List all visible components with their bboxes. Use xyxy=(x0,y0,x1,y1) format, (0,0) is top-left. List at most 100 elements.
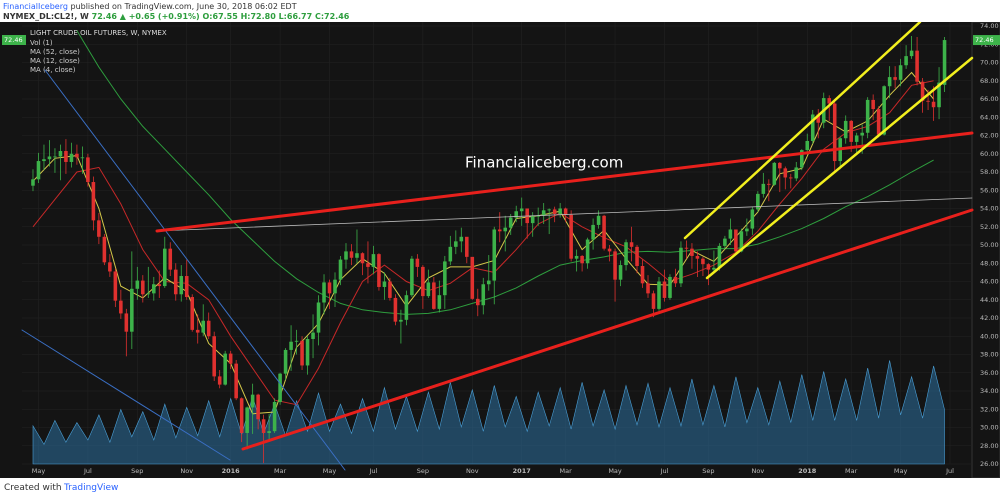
candle-body xyxy=(503,227,508,232)
candle-body xyxy=(382,281,387,287)
candle-body xyxy=(206,320,211,337)
x-tick-label: Jul xyxy=(369,467,378,475)
candle-body xyxy=(86,157,90,183)
candle-body xyxy=(931,101,936,108)
candle-body xyxy=(355,253,359,258)
candle-body xyxy=(827,98,832,104)
publish-line: FinancialIceberg published on TradingVie… xyxy=(3,2,297,11)
y-tick-label: 38.00 xyxy=(980,351,999,359)
candle-body xyxy=(585,239,590,264)
candle-body xyxy=(113,271,118,301)
candle-body xyxy=(580,255,584,264)
header: FinancialIceberg published on TradingVie… xyxy=(0,0,1000,22)
candle-body xyxy=(657,281,661,309)
brand[interactable]: TradingView xyxy=(64,483,119,493)
moving-average-line xyxy=(32,71,934,415)
candle-body xyxy=(920,81,925,101)
candle-body xyxy=(508,217,513,228)
candle-body xyxy=(799,150,804,168)
candle-body xyxy=(695,255,700,259)
candle-body xyxy=(772,162,777,185)
candle-body xyxy=(393,297,398,322)
trend-line xyxy=(241,208,974,451)
candle-body xyxy=(767,183,771,185)
candle-body xyxy=(805,140,810,151)
candle-body xyxy=(618,265,623,280)
last-price: 72.46 xyxy=(91,12,117,21)
candle-body xyxy=(344,251,348,260)
candle-body xyxy=(294,340,299,342)
candle-body xyxy=(778,162,782,169)
candle-body xyxy=(728,229,733,239)
candle-body xyxy=(887,77,892,87)
x-tick-label: Nov xyxy=(466,467,479,475)
candle-body xyxy=(69,153,74,162)
candle-body xyxy=(854,135,859,142)
publisher[interactable]: FinancialIceberg xyxy=(3,2,68,11)
price-tag xyxy=(2,35,26,45)
candle-body xyxy=(91,182,96,221)
candle-body xyxy=(75,153,79,158)
candle-body xyxy=(415,258,420,267)
candle-body xyxy=(421,266,425,297)
candle-body xyxy=(607,248,612,252)
x-tick-label: 2016 xyxy=(222,467,241,475)
candle-body xyxy=(388,281,392,298)
candle-body xyxy=(141,280,145,295)
candle-body xyxy=(443,261,447,296)
candle-body xyxy=(739,231,744,252)
candle-body xyxy=(135,280,140,289)
y-tick-label: 70.00 xyxy=(980,59,999,67)
candle-body xyxy=(574,255,579,259)
moving-average-line xyxy=(32,80,934,406)
candle-body xyxy=(519,208,524,212)
candle-body xyxy=(272,401,277,432)
candle-body xyxy=(349,251,354,258)
y-tick-label: 68.00 xyxy=(980,77,999,85)
x-tick-label: Sep xyxy=(131,467,143,475)
x-tick-label: Jul xyxy=(83,467,92,475)
candle-body xyxy=(915,50,919,82)
candle-body xyxy=(629,242,634,247)
y-tick-label: 56.00 xyxy=(980,186,999,194)
candle-body xyxy=(937,82,941,108)
x-tick-label: May xyxy=(32,467,46,475)
candle-body xyxy=(492,229,497,281)
change: ▲ +0.65 (+0.91%) xyxy=(119,12,200,21)
candle-body xyxy=(64,151,68,162)
candle-body xyxy=(750,209,755,229)
legend-entry: MA (12, close) xyxy=(30,57,80,65)
candle-body xyxy=(668,276,672,298)
legend-entry: Vol (1) xyxy=(30,39,53,47)
candle-body xyxy=(102,236,107,263)
candle-body xyxy=(289,341,293,350)
candle-body xyxy=(146,293,151,295)
candle-body xyxy=(58,151,63,157)
candle-body xyxy=(278,373,282,402)
candle-body xyxy=(481,284,486,306)
candle-body xyxy=(486,280,491,285)
candle-body xyxy=(596,215,601,225)
candle-body xyxy=(195,329,200,333)
candle-body xyxy=(108,262,112,272)
candle-body xyxy=(552,209,557,214)
candle-body xyxy=(245,407,249,433)
published: published on TradingView.com, June 30, 2… xyxy=(70,2,297,11)
candle-body xyxy=(789,177,793,179)
volume-area xyxy=(32,360,945,465)
x-tick-label: Mar xyxy=(845,467,858,475)
x-tick-label: 2017 xyxy=(513,467,531,475)
candle-body xyxy=(404,295,409,320)
candle-body xyxy=(536,215,540,217)
candle-body xyxy=(876,109,881,135)
candle-body xyxy=(459,236,464,242)
candle-body xyxy=(470,256,475,299)
candle-body xyxy=(426,282,431,297)
candle-body xyxy=(311,332,315,339)
candle-body xyxy=(810,114,815,141)
candle-body xyxy=(454,241,458,247)
x-tick-label: Nov xyxy=(751,467,764,475)
candle-body xyxy=(410,258,414,296)
candle-body xyxy=(234,363,238,399)
candle-body xyxy=(569,214,573,259)
